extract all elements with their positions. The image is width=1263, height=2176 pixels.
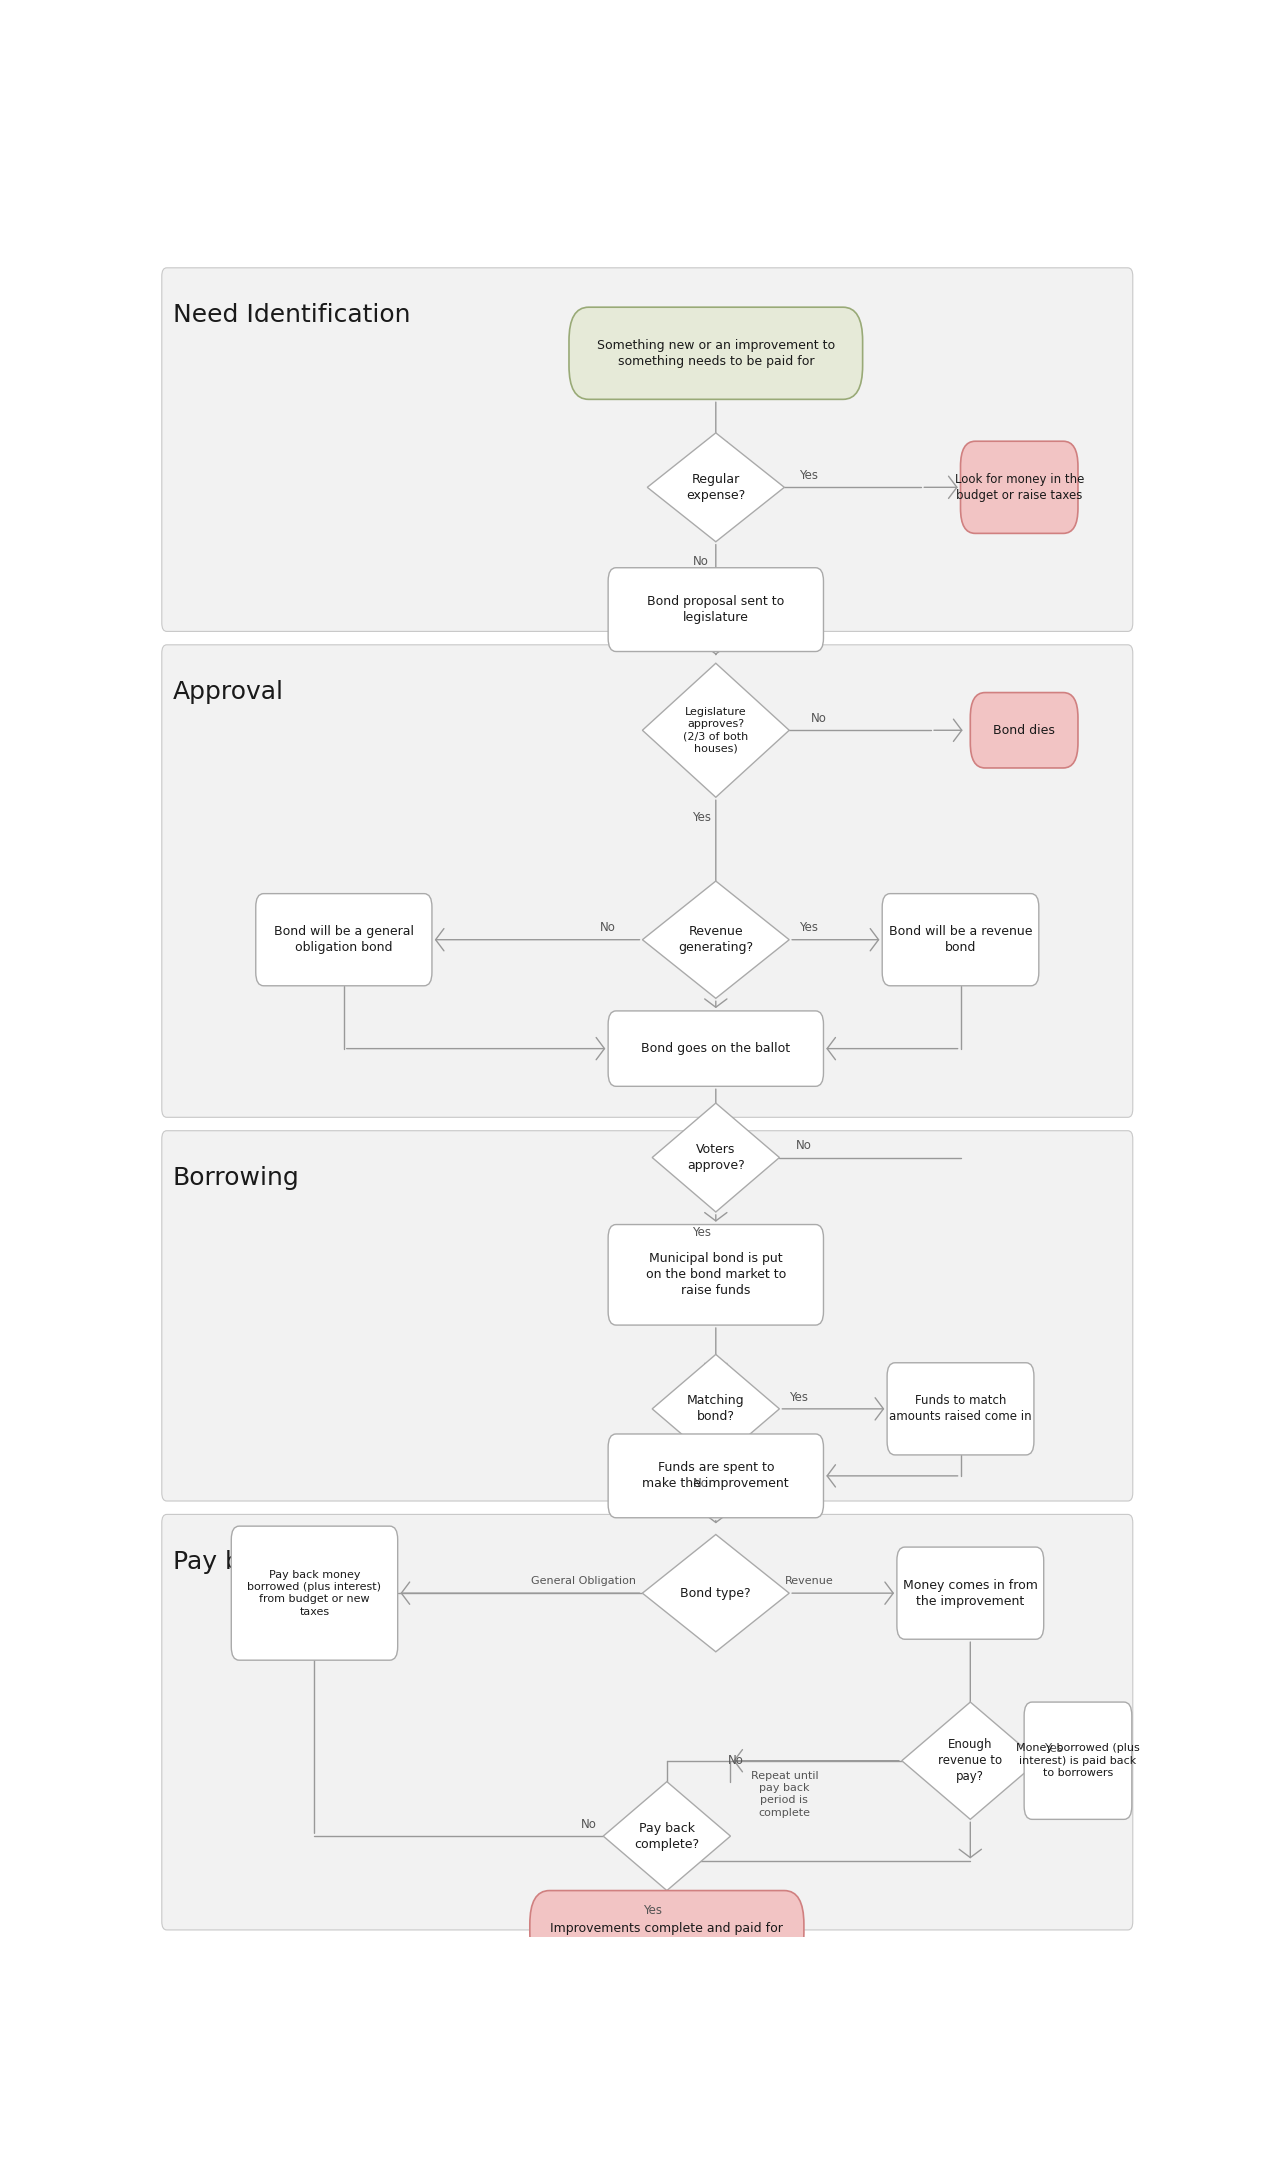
FancyBboxPatch shape — [570, 307, 863, 400]
Text: No: No — [727, 1754, 744, 1767]
Text: Yes: Yes — [789, 1390, 808, 1404]
Text: Bond proposal sent to
legislature: Bond proposal sent to legislature — [647, 594, 784, 625]
FancyBboxPatch shape — [897, 1547, 1043, 1639]
Text: Matching
bond?: Matching bond? — [687, 1395, 745, 1423]
Text: Regular
expense?: Regular expense? — [686, 472, 745, 503]
FancyBboxPatch shape — [255, 894, 432, 986]
Text: General Obligation: General Obligation — [532, 1575, 637, 1586]
Text: Approval: Approval — [173, 679, 284, 705]
FancyBboxPatch shape — [609, 568, 823, 651]
Text: Yes: Yes — [643, 1904, 662, 1917]
FancyBboxPatch shape — [961, 442, 1079, 533]
Text: No: No — [693, 555, 709, 568]
Text: Yes: Yes — [692, 1225, 711, 1238]
Text: Funds are spent to
make the improvement: Funds are spent to make the improvement — [643, 1462, 789, 1491]
FancyBboxPatch shape — [231, 1525, 398, 1660]
Text: No: No — [693, 1478, 709, 1491]
FancyBboxPatch shape — [609, 1012, 823, 1086]
Text: Enough
revenue to
pay?: Enough revenue to pay? — [938, 1739, 1003, 1782]
Text: Funds to match
amounts raised come in: Funds to match amounts raised come in — [889, 1395, 1032, 1423]
Text: Repeat until
pay back
period is
complete: Repeat until pay back period is complete — [750, 1771, 818, 1817]
Text: Borrowing: Borrowing — [173, 1166, 299, 1190]
Text: No: No — [811, 712, 826, 725]
FancyBboxPatch shape — [609, 1434, 823, 1519]
Text: Pay back
complete?: Pay back complete? — [634, 1821, 700, 1850]
Text: Money comes in from
the improvement: Money comes in from the improvement — [903, 1578, 1038, 1608]
Text: Bond type?: Bond type? — [681, 1586, 751, 1599]
FancyBboxPatch shape — [162, 268, 1133, 631]
Polygon shape — [643, 881, 789, 999]
Polygon shape — [652, 1353, 779, 1462]
Text: Bond will be a revenue
bond: Bond will be a revenue bond — [889, 925, 1032, 955]
Text: Bond will be a general
obligation bond: Bond will be a general obligation bond — [274, 925, 414, 955]
FancyBboxPatch shape — [1024, 1702, 1132, 1819]
Text: Revenue: Revenue — [784, 1575, 834, 1586]
Text: No: No — [600, 920, 616, 934]
Text: Yes: Yes — [692, 812, 711, 825]
Polygon shape — [648, 433, 784, 542]
Text: Look for money in the
budget or raise taxes: Look for money in the budget or raise ta… — [955, 472, 1084, 503]
Text: Yes: Yes — [799, 470, 818, 483]
Text: Legislature
approves?
(2/3 of both
houses): Legislature approves? (2/3 of both house… — [683, 707, 749, 753]
Polygon shape — [652, 1103, 779, 1212]
Text: Something new or an improvement to
something needs to be paid for: Something new or an improvement to somet… — [596, 339, 835, 368]
Text: Voters
approve?: Voters approve? — [687, 1142, 745, 1173]
FancyBboxPatch shape — [883, 894, 1038, 986]
Text: Municipal bond is put
on the bond market to
raise funds: Municipal bond is put on the bond market… — [645, 1253, 786, 1297]
Text: Improvements complete and paid for: Improvements complete and paid for — [551, 1921, 783, 1934]
Text: Bond goes on the ballot: Bond goes on the ballot — [642, 1042, 791, 1055]
Text: Bond dies: Bond dies — [993, 725, 1055, 738]
Polygon shape — [604, 1782, 730, 1891]
FancyBboxPatch shape — [162, 644, 1133, 1116]
Text: Pay back money
borrowed (plus interest)
from budget or new
taxes: Pay back money borrowed (plus interest) … — [248, 1569, 381, 1617]
Text: Pay back: Pay back — [173, 1549, 284, 1573]
Polygon shape — [902, 1702, 1038, 1819]
Text: No: No — [796, 1140, 812, 1153]
FancyBboxPatch shape — [162, 1514, 1133, 1930]
FancyBboxPatch shape — [970, 692, 1079, 768]
Polygon shape — [643, 664, 789, 796]
Text: Yes: Yes — [799, 920, 818, 934]
Text: Revenue
generating?: Revenue generating? — [678, 925, 753, 955]
Text: No: No — [581, 1817, 596, 1830]
Text: Money borrowed (plus
interest) is paid back
to borrowers: Money borrowed (plus interest) is paid b… — [1017, 1743, 1139, 1778]
FancyBboxPatch shape — [162, 1132, 1133, 1501]
FancyBboxPatch shape — [609, 1225, 823, 1325]
FancyBboxPatch shape — [530, 1891, 805, 1965]
Polygon shape — [643, 1534, 789, 1652]
Text: Need Identification: Need Identification — [173, 302, 410, 326]
Text: Yes: Yes — [1045, 1743, 1063, 1756]
FancyBboxPatch shape — [887, 1362, 1034, 1456]
